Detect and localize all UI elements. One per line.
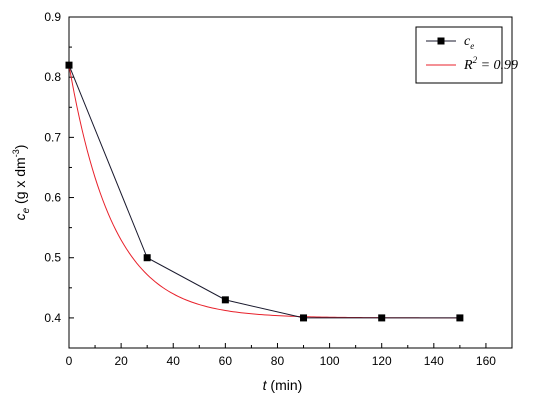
y-tick-label: 0.8 <box>44 70 61 84</box>
data-series-line <box>68 64 460 319</box>
x-tick-label: 60 <box>219 354 233 368</box>
x-axis-title: t (min) <box>263 377 303 393</box>
x-tick-label: 40 <box>167 354 181 368</box>
plot-frame <box>68 16 513 349</box>
x-tick-label: 120 <box>372 354 392 368</box>
data-point-marker <box>221 296 229 304</box>
legend-swatch-marker <box>437 37 445 45</box>
data-point-marker <box>143 254 151 262</box>
fit-curve-line <box>68 65 460 319</box>
data-point-marker <box>300 314 308 322</box>
x-tick-label: 20 <box>114 354 128 368</box>
x-tick-label: 160 <box>476 354 496 368</box>
data-point-marker <box>65 61 73 69</box>
y-tick-label: 0.4 <box>44 311 61 325</box>
legend-box <box>415 26 503 84</box>
x-tick-label: 100 <box>320 354 340 368</box>
x-tick-label: 0 <box>66 354 73 368</box>
y-axis-title: ce (g x dm-3) <box>11 145 32 221</box>
data-point-marker <box>378 314 386 322</box>
y-tick-label: 0.7 <box>44 130 61 144</box>
y-tick-label: 0.5 <box>44 251 61 265</box>
x-tick-label: 80 <box>271 354 285 368</box>
y-tick-label: 0.6 <box>44 191 61 205</box>
legend-label-series: ce <box>464 34 474 51</box>
legend-label-fit: R2 = 0.99 <box>463 55 518 73</box>
x-tick-label: 140 <box>424 354 444 368</box>
y-tick-label: 0.9 <box>44 10 61 24</box>
data-point-marker <box>456 314 464 322</box>
